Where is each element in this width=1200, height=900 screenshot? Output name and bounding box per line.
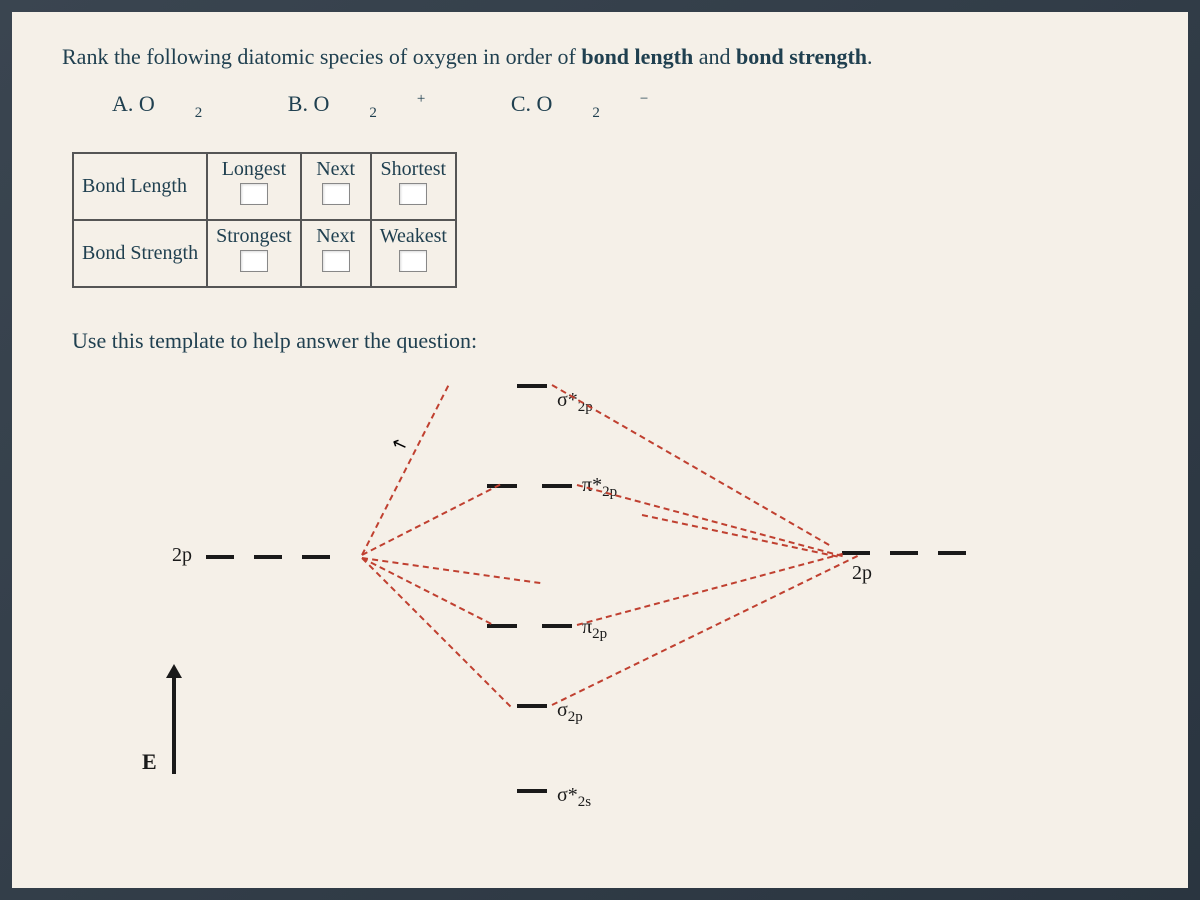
energy-label: E	[142, 749, 157, 775]
row2-label: Bond Strength	[73, 220, 207, 287]
atomic-2p-right: 2p	[842, 544, 1012, 585]
row2-col1: Strongest	[207, 220, 301, 287]
input-strongest[interactable]	[240, 250, 268, 272]
input-weakest[interactable]	[399, 250, 427, 272]
prompt-mid: and	[693, 44, 736, 69]
options-row: A. O2 B. O2+ C. O2−	[112, 91, 1138, 122]
document-page: Rank the following diatomic species of o…	[12, 12, 1188, 888]
template-caption: Use this template to help answer the que…	[72, 328, 1138, 354]
row2-col3: Weakest	[371, 220, 456, 287]
energy-arrow	[172, 674, 176, 774]
dashed-line	[362, 483, 501, 555]
dashed-line	[361, 557, 511, 707]
dashed-line	[642, 514, 838, 558]
row1-col3: Shortest	[371, 153, 456, 220]
option-b: B. O2+	[288, 91, 466, 116]
input-next-strength[interactable]	[322, 250, 350, 272]
dashed-line	[577, 552, 843, 625]
row1-label: Bond Length	[73, 153, 207, 220]
cursor-icon: ↖	[389, 432, 410, 457]
row1-col2: Next	[301, 153, 371, 220]
dashed-line	[552, 384, 830, 546]
label-sigma-2p: σ2p	[557, 699, 583, 726]
dashed-line	[361, 385, 449, 555]
input-shortest[interactable]	[399, 183, 427, 205]
prompt-bold1: bond length	[581, 44, 693, 69]
level-sigma-star-2p	[517, 384, 547, 388]
label-sigma-star-2s: σ*2s	[557, 784, 591, 811]
option-a: A. O2	[112, 91, 242, 116]
mo-diagram: ↖ σ*2p π*2p 2p 2p π2p σ2p σ*2s	[112, 374, 1012, 814]
question-prompt: Rank the following diatomic species of o…	[62, 42, 1138, 73]
input-longest[interactable]	[240, 183, 268, 205]
prompt-tail: .	[867, 44, 873, 69]
prompt-lead: Rank the following diatomic species of o…	[62, 44, 581, 69]
prompt-bold2: bond strength	[736, 44, 867, 69]
level-sigma-star-2s	[517, 789, 547, 793]
atomic-2p-left: 2p	[172, 544, 350, 567]
row1-col1: Longest	[207, 153, 301, 220]
dashed-line	[577, 484, 843, 557]
level-sigma-2p	[517, 704, 547, 708]
input-next-length[interactable]	[322, 183, 350, 205]
level-pi-2p-a	[487, 624, 517, 628]
level-pi-star-2p-b	[542, 484, 572, 488]
level-pi-2p-b	[542, 624, 572, 628]
row2-col2: Next	[301, 220, 371, 287]
answer-table: Bond Length Longest Next Shortest Bond S…	[72, 152, 1138, 288]
option-c: C. O2−	[511, 91, 689, 116]
